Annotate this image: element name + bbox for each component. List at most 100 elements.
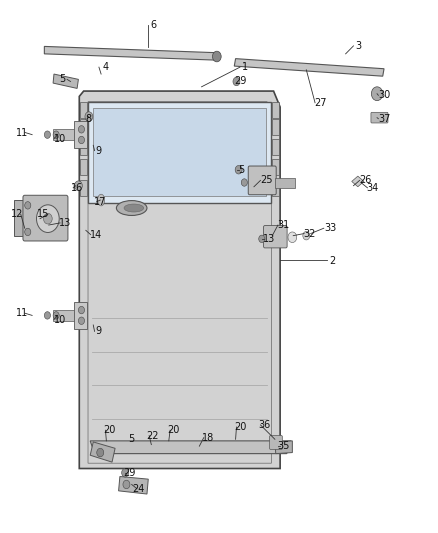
Text: 12: 12 — [11, 209, 24, 220]
Text: 10: 10 — [53, 134, 66, 144]
Text: 5: 5 — [238, 165, 244, 175]
Polygon shape — [90, 441, 291, 454]
Text: 9: 9 — [96, 146, 102, 156]
Text: 24: 24 — [132, 484, 145, 494]
Bar — [275, 178, 294, 188]
Ellipse shape — [98, 194, 105, 206]
Bar — [272, 180, 279, 196]
Circle shape — [78, 136, 85, 144]
Circle shape — [25, 228, 31, 236]
Bar — [80, 119, 87, 135]
Bar — [53, 310, 74, 321]
Text: 4: 4 — [102, 62, 109, 72]
Polygon shape — [352, 176, 364, 187]
Circle shape — [241, 179, 247, 186]
Circle shape — [78, 317, 85, 325]
Bar — [272, 159, 279, 175]
Text: 1: 1 — [242, 62, 248, 72]
Polygon shape — [119, 477, 148, 494]
Polygon shape — [90, 442, 115, 462]
Text: 25: 25 — [260, 175, 272, 185]
FancyBboxPatch shape — [264, 225, 287, 248]
Circle shape — [74, 181, 82, 190]
Polygon shape — [275, 441, 292, 454]
Polygon shape — [44, 46, 219, 60]
Text: 17: 17 — [94, 197, 106, 207]
Text: 13: 13 — [263, 234, 276, 244]
Circle shape — [235, 165, 242, 174]
Text: 26: 26 — [359, 175, 371, 185]
Text: 13: 13 — [59, 218, 71, 228]
Text: 2: 2 — [329, 256, 336, 266]
Circle shape — [53, 312, 59, 319]
FancyBboxPatch shape — [270, 435, 283, 449]
Bar — [272, 102, 279, 118]
Circle shape — [25, 201, 31, 209]
Bar — [80, 102, 87, 118]
Polygon shape — [53, 74, 78, 88]
Circle shape — [53, 131, 59, 139]
Text: 29: 29 — [124, 468, 136, 478]
Circle shape — [123, 480, 130, 489]
Circle shape — [233, 77, 240, 86]
Circle shape — [288, 232, 297, 243]
Bar — [272, 139, 279, 155]
Bar — [80, 139, 87, 155]
Bar — [80, 180, 87, 196]
Text: 18: 18 — [202, 433, 214, 443]
Text: 30: 30 — [378, 90, 390, 100]
Text: 10: 10 — [53, 314, 66, 325]
Text: 27: 27 — [314, 98, 327, 108]
Text: 16: 16 — [71, 183, 83, 193]
Circle shape — [97, 448, 104, 457]
Text: 5: 5 — [59, 75, 65, 84]
Bar — [14, 199, 25, 236]
Text: 11: 11 — [15, 308, 28, 318]
FancyBboxPatch shape — [248, 166, 276, 195]
Text: 6: 6 — [150, 20, 156, 30]
Text: 31: 31 — [278, 220, 290, 230]
Circle shape — [36, 205, 59, 232]
Circle shape — [122, 469, 129, 477]
Bar — [272, 119, 279, 135]
Text: 35: 35 — [277, 441, 290, 451]
Text: 11: 11 — [15, 127, 28, 138]
Bar — [93, 108, 266, 196]
Text: 32: 32 — [304, 229, 316, 239]
Text: 36: 36 — [259, 420, 271, 430]
Bar — [74, 302, 87, 329]
Circle shape — [43, 213, 52, 224]
FancyBboxPatch shape — [371, 112, 388, 123]
Ellipse shape — [124, 204, 144, 212]
Circle shape — [44, 312, 50, 319]
Circle shape — [212, 51, 221, 62]
Text: 14: 14 — [90, 230, 102, 240]
Text: 5: 5 — [128, 434, 135, 445]
Text: 33: 33 — [324, 223, 336, 233]
Ellipse shape — [117, 200, 147, 215]
Bar — [74, 122, 87, 148]
Text: 15: 15 — [37, 209, 49, 220]
Text: 22: 22 — [146, 431, 159, 441]
Circle shape — [78, 306, 85, 314]
Text: 20: 20 — [234, 422, 246, 432]
Circle shape — [371, 87, 383, 101]
Text: 20: 20 — [167, 425, 179, 435]
Text: 8: 8 — [85, 114, 91, 124]
Bar — [53, 130, 74, 140]
Polygon shape — [79, 91, 280, 469]
Text: 3: 3 — [356, 41, 362, 51]
Text: 9: 9 — [96, 326, 102, 336]
Circle shape — [303, 231, 310, 240]
Text: 20: 20 — [103, 425, 115, 435]
Text: 37: 37 — [378, 114, 390, 124]
Circle shape — [85, 112, 93, 122]
FancyBboxPatch shape — [23, 195, 68, 241]
Circle shape — [259, 235, 265, 243]
Text: 34: 34 — [367, 183, 379, 193]
Polygon shape — [234, 59, 384, 76]
Bar — [88, 102, 272, 203]
Text: 29: 29 — [234, 77, 246, 86]
Bar — [80, 159, 87, 175]
Circle shape — [78, 126, 85, 133]
